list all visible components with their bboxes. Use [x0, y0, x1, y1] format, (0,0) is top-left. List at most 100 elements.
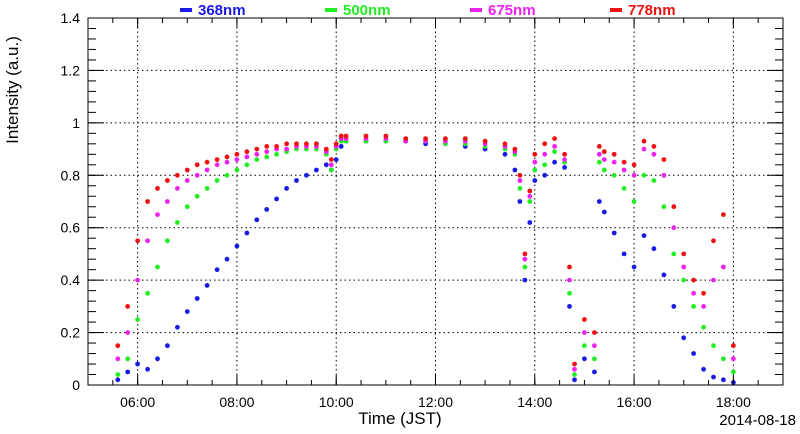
data-point	[165, 343, 170, 349]
x-tick-label: 08:00	[219, 394, 254, 410]
data-point	[641, 172, 647, 178]
data-point	[671, 251, 677, 257]
data-point	[194, 193, 200, 199]
data-point	[542, 141, 548, 147]
data-point	[194, 296, 200, 301]
data-point	[552, 159, 557, 165]
axis-ticks	[87, 17, 784, 386]
data-point	[567, 304, 572, 309]
data-point	[517, 172, 523, 178]
data-point	[721, 377, 726, 383]
tick-labels: 06:00 08:00 10:00 12:00 14:00 16:00 18:00 0 0.2 0…	[61, 10, 752, 410]
data-point	[254, 217, 260, 223]
data-point	[731, 356, 736, 362]
data-point	[601, 149, 607, 155]
data-point	[532, 178, 538, 183]
y-tick-label: 0	[72, 377, 80, 393]
data-point	[155, 212, 160, 218]
y-tick-label: 0.2	[61, 325, 81, 341]
data-point	[596, 159, 602, 165]
data-point	[721, 264, 726, 270]
legend-label: 368nm	[198, 2, 246, 19]
x-tick-label: 16:00	[617, 394, 652, 410]
data-point	[631, 172, 637, 178]
data-point	[165, 238, 170, 244]
x-tick-label: 12:00	[418, 394, 453, 410]
data-point	[661, 157, 667, 163]
data-point	[522, 251, 528, 257]
data-point	[304, 141, 309, 147]
data-point	[562, 151, 567, 157]
data-point	[572, 366, 577, 372]
y-tick-label: 0.4	[61, 272, 81, 288]
data-point	[631, 199, 637, 204]
data-point	[572, 372, 577, 377]
data-point	[244, 230, 250, 236]
data-point	[175, 172, 180, 178]
data-point	[323, 146, 329, 152]
data-point	[175, 324, 180, 330]
x-tick-label: 10:00	[319, 394, 354, 410]
data-point	[244, 149, 250, 155]
data-point	[224, 256, 230, 262]
data-point	[527, 220, 533, 225]
data-point	[254, 151, 260, 157]
data-point	[661, 204, 667, 210]
series-778nm	[115, 133, 736, 367]
data-point	[145, 238, 151, 244]
data-points	[115, 133, 736, 385]
data-point	[691, 351, 696, 356]
data-point	[582, 356, 587, 362]
x-tick-label: 06:00	[120, 394, 155, 410]
data-point	[135, 317, 141, 322]
data-point	[333, 157, 339, 163]
data-point	[552, 136, 557, 142]
y-tick-label: 0.8	[61, 167, 81, 183]
legend-label: 675nm	[488, 2, 536, 19]
data-point	[572, 377, 577, 383]
data-point	[383, 133, 389, 139]
data-point	[552, 149, 557, 155]
data-point	[294, 178, 299, 183]
data-point	[462, 136, 468, 142]
data-point	[651, 178, 657, 183]
data-point	[681, 277, 687, 283]
data-point	[592, 343, 597, 349]
data-point	[115, 377, 121, 383]
data-point	[621, 167, 627, 173]
data-point	[244, 154, 250, 160]
data-point	[517, 199, 523, 204]
data-point	[274, 151, 279, 157]
data-point	[701, 290, 706, 296]
data-point	[641, 146, 647, 152]
data-point	[522, 277, 528, 283]
data-point	[264, 154, 270, 160]
data-point	[517, 186, 523, 191]
legend: 368nm 500nm 675nm 778nm	[180, 2, 676, 19]
data-point	[482, 138, 488, 144]
y-tick-label: 1.2	[61, 62, 81, 78]
data-point	[224, 154, 230, 160]
y-tick-label: 1.4	[61, 10, 81, 26]
data-point	[711, 238, 716, 244]
data-point	[512, 146, 518, 152]
data-point	[125, 330, 131, 335]
data-point	[592, 356, 597, 362]
data-point	[135, 238, 141, 244]
data-point	[155, 186, 160, 191]
y-tick-label: 1	[72, 115, 80, 131]
legend-marker	[610, 8, 622, 12]
data-point	[125, 369, 131, 375]
data-point	[115, 343, 121, 349]
data-point	[443, 136, 448, 142]
data-point	[651, 151, 657, 157]
data-point	[532, 167, 538, 173]
data-point	[611, 151, 617, 157]
data-point	[323, 162, 329, 168]
data-point	[284, 141, 289, 147]
data-point	[338, 133, 344, 139]
data-point	[661, 272, 667, 278]
data-point	[423, 136, 428, 142]
data-point	[214, 178, 220, 183]
